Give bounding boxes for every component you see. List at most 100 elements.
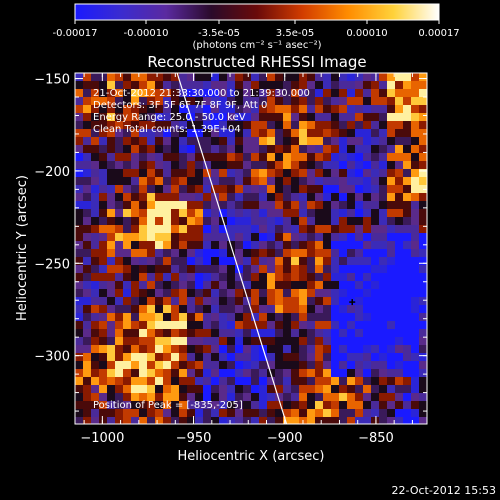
heatmap-cell <box>315 193 324 202</box>
heatmap-cell <box>195 193 204 202</box>
heatmap-cell <box>195 137 204 146</box>
heatmap-cell <box>379 225 388 234</box>
heatmap-cell <box>243 289 252 298</box>
heatmap-cell <box>147 105 156 114</box>
heatmap-cell <box>355 337 364 346</box>
heatmap-cell <box>299 217 308 226</box>
heatmap-cell <box>355 257 364 266</box>
heatmap-cell <box>195 201 204 210</box>
heatmap-cell <box>99 385 108 394</box>
heatmap-cell <box>363 305 372 314</box>
heatmap-cell <box>371 313 380 322</box>
heatmap-cell <box>251 145 260 154</box>
heatmap-cell <box>155 409 164 418</box>
heatmap-cell <box>235 129 244 138</box>
heatmap-cell <box>187 369 196 378</box>
heatmap-cell <box>355 417 364 424</box>
heatmap-cell <box>355 177 364 186</box>
heatmap-cell <box>235 177 244 186</box>
heatmap-cell <box>339 321 348 330</box>
heatmap-cell <box>259 169 268 178</box>
heatmap-cell <box>123 193 132 202</box>
heatmap-cell <box>91 321 100 330</box>
heatmap-cell <box>419 289 427 298</box>
heatmap-cell <box>115 289 124 298</box>
x-tick-label: −850 <box>358 431 394 446</box>
heatmap-cell <box>211 409 220 418</box>
heatmap-cell <box>163 289 172 298</box>
heatmap-cell <box>243 105 252 114</box>
heatmap-cell <box>219 161 228 170</box>
heatmap-cell <box>115 81 124 90</box>
heatmap-cell <box>235 385 244 394</box>
heatmap-cell <box>387 121 396 130</box>
heatmap-cell <box>131 241 140 250</box>
heatmap-cell <box>99 361 108 370</box>
heatmap-cell <box>347 289 356 298</box>
heatmap-cell <box>195 265 204 274</box>
heatmap-cell <box>259 409 268 418</box>
heatmap-cell <box>203 417 212 424</box>
heatmap-cell <box>131 129 140 138</box>
heatmap-cell <box>107 337 116 346</box>
heatmap-cell <box>307 345 316 354</box>
heatmap-cell <box>275 129 284 138</box>
heatmap-cell <box>331 89 340 98</box>
heatmap-cell <box>227 145 236 154</box>
heatmap-cell <box>83 73 92 82</box>
heatmap-cell <box>371 377 380 386</box>
heatmap-cell <box>331 177 340 186</box>
heatmap-cell <box>99 345 108 354</box>
heatmap-cell <box>171 305 180 314</box>
heatmap-cell <box>115 281 124 290</box>
heatmap-cell <box>219 401 228 410</box>
heatmap-cell <box>387 273 396 282</box>
heatmap-cell <box>235 193 244 202</box>
heatmap-cell <box>187 97 196 106</box>
heatmap-cell <box>147 273 156 282</box>
heatmap-cell <box>403 177 412 186</box>
heatmap-cell <box>235 345 244 354</box>
heatmap-cell <box>347 281 356 290</box>
heatmap-cell <box>107 257 116 266</box>
heatmap-cell <box>419 225 427 234</box>
heatmap-cell <box>243 169 252 178</box>
heatmap-cell <box>371 137 380 146</box>
heatmap-cell <box>107 265 116 274</box>
heatmap-cell <box>355 121 364 130</box>
heatmap-cell <box>411 169 420 178</box>
heatmap-cell <box>139 193 148 202</box>
heatmap-cell <box>291 417 300 424</box>
heatmap-cell <box>195 185 204 194</box>
heatmap-cell <box>187 137 196 146</box>
heatmap-cell <box>99 321 108 330</box>
heatmap-cell <box>227 97 236 106</box>
heatmap-cell <box>379 113 388 122</box>
heatmap-cell <box>283 273 292 282</box>
heatmap-cell <box>315 321 324 330</box>
heatmap-cell <box>115 193 124 202</box>
heatmap-cell <box>83 233 92 242</box>
heatmap-cell <box>179 169 188 178</box>
heatmap-cell <box>419 113 427 122</box>
heatmap-cell <box>419 177 427 186</box>
heatmap-cell <box>283 105 292 114</box>
heatmap-cell <box>123 73 132 82</box>
heatmap-cell <box>347 409 356 418</box>
heatmap-cell <box>147 265 156 274</box>
heatmap-cell <box>75 361 84 370</box>
heatmap-cell <box>363 361 372 370</box>
heatmap-cell <box>371 329 380 338</box>
heatmap-cell <box>203 265 212 274</box>
heatmap-cell <box>267 201 276 210</box>
heatmap-cell <box>147 385 156 394</box>
heatmap-cell <box>99 97 108 106</box>
heatmap-cell <box>227 305 236 314</box>
heatmap-cell <box>107 201 116 210</box>
heatmap-cell <box>235 97 244 106</box>
heatmap-cell <box>267 273 276 282</box>
heatmap-cell <box>419 329 427 338</box>
heatmap-cell <box>395 353 404 362</box>
heatmap-cell <box>259 265 268 274</box>
heatmap-cell <box>195 313 204 322</box>
